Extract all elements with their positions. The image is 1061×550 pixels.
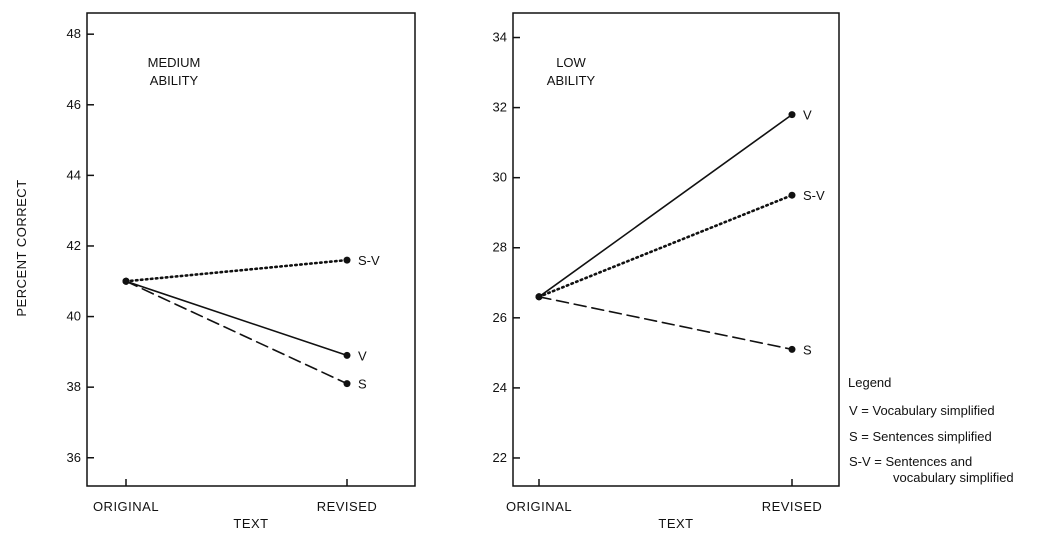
y-tick-label: 26 xyxy=(493,310,507,325)
x-axis-label: TEXT xyxy=(658,516,693,531)
series-label-s: S xyxy=(358,377,367,392)
plot-frame xyxy=(512,12,840,487)
series-label-s-v: S-V xyxy=(358,253,380,268)
legend-entry-sv-cont: vocabulary simplified xyxy=(893,470,1014,485)
data-point-s xyxy=(122,277,130,285)
panel-annotation: ABILITY xyxy=(150,73,199,88)
data-point-s xyxy=(343,380,351,388)
x-axis-label: TEXT xyxy=(233,516,268,531)
series-line-s xyxy=(125,280,348,385)
y-tick-label: 44 xyxy=(67,167,81,182)
x-tick-label: ORIGINAL xyxy=(506,499,572,514)
panel-2: 22 24 26 28 30 32 34 ORIGINAL REVISED TEXT LOW ABIL… xyxy=(493,12,840,531)
data-point-s-v xyxy=(788,191,796,199)
series-label-s: S xyxy=(803,342,812,357)
series-line-v xyxy=(125,280,348,357)
y-tick-label: 34 xyxy=(493,30,507,45)
y-tick-label: 24 xyxy=(493,380,507,395)
legend-title: Legend xyxy=(848,375,891,390)
y-tick-label: 46 xyxy=(67,97,81,112)
panel-annotation: LOW xyxy=(556,55,586,70)
y-tick-label: 32 xyxy=(493,100,507,115)
data-point-s xyxy=(788,345,796,353)
y-tick-label: 48 xyxy=(67,26,81,41)
panel-1: 36 38 40 42 44 46 48 ORIGINAL REVISED TEXT MEDIUM A… xyxy=(67,12,416,531)
y-tick-label: 36 xyxy=(67,450,81,465)
data-point-v xyxy=(788,111,796,119)
panel-annotation: MEDIUM xyxy=(148,55,201,70)
plot-frame xyxy=(86,12,416,487)
x-tick-label: ORIGINAL xyxy=(93,499,159,514)
y-tick-label: 40 xyxy=(67,309,81,324)
series-label-v: V xyxy=(358,348,367,363)
data-point-s-v xyxy=(343,256,351,264)
x-tick-label: REVISED xyxy=(317,499,378,514)
y-tick-label: 38 xyxy=(67,379,81,394)
series-line-s-v xyxy=(124,258,349,283)
x-tick-label: REVISED xyxy=(762,499,823,514)
y-axis-label: PERCENT CORRECT xyxy=(14,179,29,316)
panel-annotation: ABILITY xyxy=(547,73,596,88)
series-line-s-v xyxy=(537,193,794,299)
y-tick-label: 22 xyxy=(493,450,507,465)
legend-entry-v: V = Vocabulary simplified xyxy=(849,403,995,418)
data-point-s xyxy=(535,293,543,301)
legend-entry-s: S = Sentences simplified xyxy=(849,429,992,444)
y-tick-label: 28 xyxy=(493,240,507,255)
series-label-v: V xyxy=(803,108,812,123)
series-label-s-v: S-V xyxy=(803,188,825,203)
data-point-v xyxy=(343,351,351,359)
legend-entry-sv: S-V = Sentences and xyxy=(849,454,972,469)
y-tick-label: 30 xyxy=(493,170,507,185)
legend: Legend V = Vocabulary simplified S = Sen… xyxy=(848,375,1014,485)
series-line-s xyxy=(538,295,793,351)
series-line-v xyxy=(538,113,793,298)
y-tick-label: 42 xyxy=(67,238,81,253)
